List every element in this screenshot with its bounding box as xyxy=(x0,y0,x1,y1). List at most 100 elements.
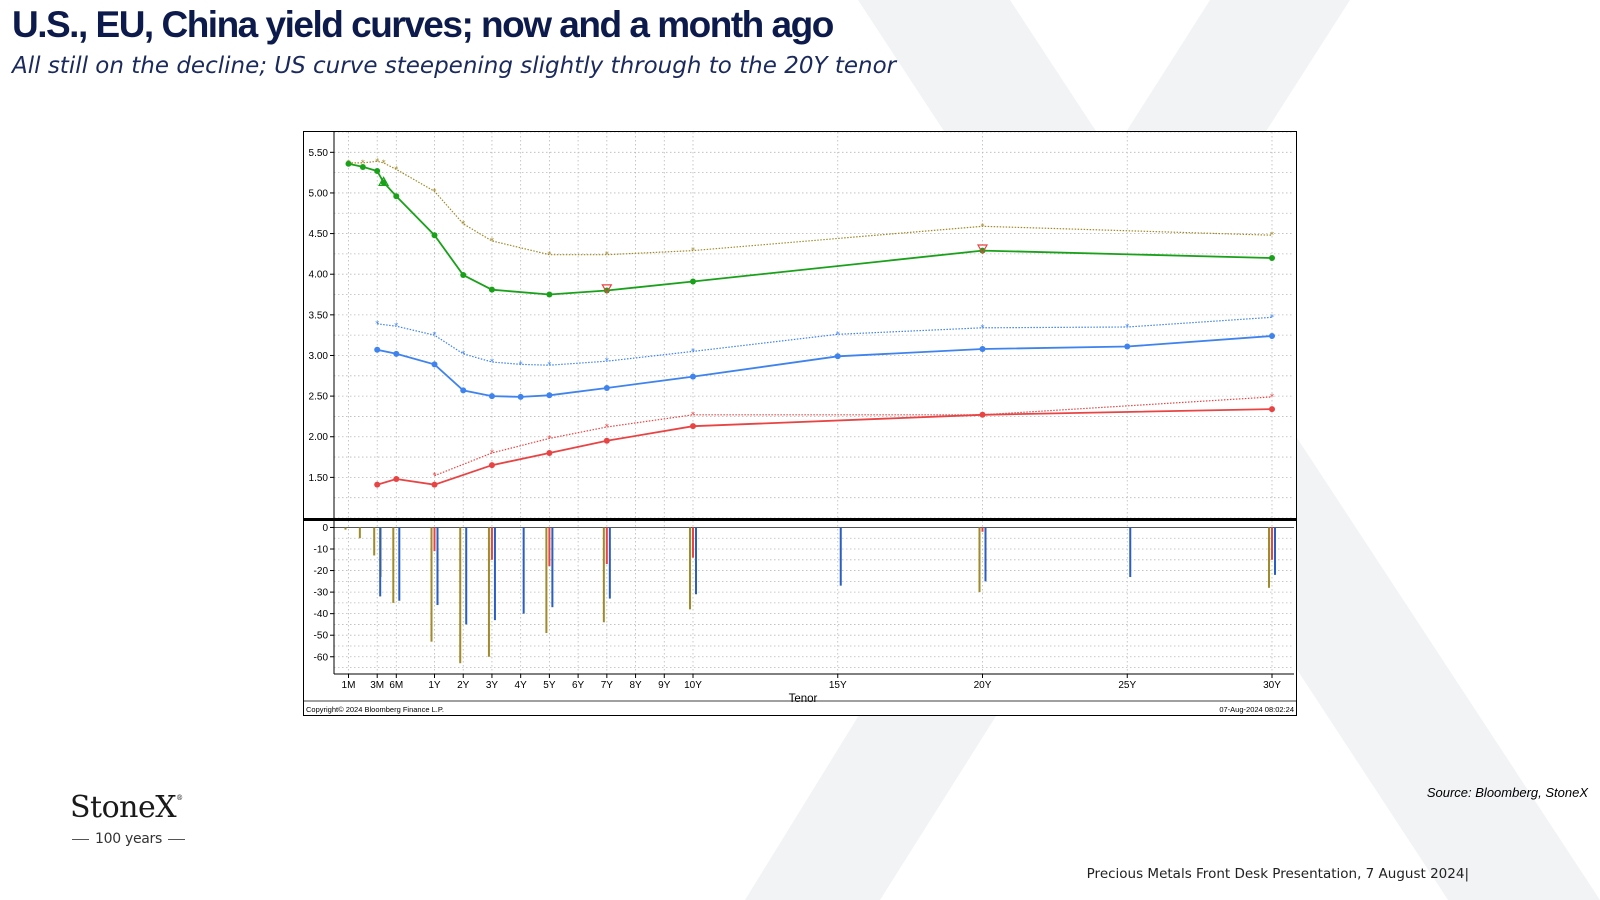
series-1-point xyxy=(546,291,553,298)
bar-series-2 xyxy=(1274,527,1276,575)
tagline-dash-right xyxy=(168,838,185,840)
panel-divider xyxy=(304,518,1296,521)
series-2-point: * xyxy=(375,319,379,328)
series-5-point xyxy=(488,462,495,469)
series-2-point: * xyxy=(1125,323,1129,332)
x-tick-label: 1M xyxy=(342,680,356,691)
series-4-point: * xyxy=(490,448,494,457)
bar-series-1 xyxy=(548,527,551,567)
bar-series-0 xyxy=(373,527,376,556)
stonex-logo: StoneX® 100 years xyxy=(70,793,191,847)
series-0-line xyxy=(348,160,1273,256)
timestamp-note: 07-Aug-2024 08:02:24 xyxy=(1219,705,1294,714)
bar-series-0 xyxy=(602,527,605,623)
bar-series-2 xyxy=(1129,527,1132,578)
bar-series-2 xyxy=(984,527,987,582)
series-0-point: * xyxy=(1270,231,1274,240)
bar-series-0 xyxy=(459,527,462,664)
x-tick-label: 30Y xyxy=(1263,680,1281,691)
bar-series-0 xyxy=(430,527,433,642)
series-0-point: * xyxy=(375,157,379,166)
series-5-point xyxy=(393,475,400,482)
series-5-point xyxy=(690,423,696,430)
series-3-point xyxy=(374,346,381,353)
upper-y-tick-label: 5.50 xyxy=(309,148,329,159)
bar-series-2 xyxy=(695,527,697,595)
series-5-line xyxy=(376,408,1273,486)
series-3-point xyxy=(603,384,610,391)
series-0-point: * xyxy=(361,158,365,167)
x-tick-label: 4Y xyxy=(515,680,528,691)
bar-series-2 xyxy=(839,527,842,586)
bar-series-2 xyxy=(493,527,496,621)
series-1-point xyxy=(393,193,400,200)
bar-series-1 xyxy=(490,527,493,560)
copyright-note: Copyright© 2024 Bloomberg Finance L.P. xyxy=(306,705,444,714)
tagline-dash-left xyxy=(72,838,89,840)
upper-y-tick-label: 3.50 xyxy=(309,310,329,321)
series-3-point xyxy=(834,353,841,360)
lower-y-tick-label: -40 xyxy=(314,609,329,620)
series-3-point xyxy=(979,345,986,352)
series-2-point: * xyxy=(433,331,437,340)
bar-series-1 xyxy=(433,527,436,552)
bar-series-0 xyxy=(978,527,981,593)
marker-triangle-up xyxy=(378,176,390,186)
upper-y-tick-label: 4.50 xyxy=(309,229,329,240)
series-5-point xyxy=(431,481,438,488)
bar-series-2 xyxy=(522,527,525,614)
bar-series-2 xyxy=(608,527,611,599)
series-1-point xyxy=(460,272,467,279)
series-5-point xyxy=(374,481,381,488)
x-tick-label: 15Y xyxy=(829,680,847,691)
series-0-point: * xyxy=(382,158,386,167)
registered-mark: ® xyxy=(176,794,183,802)
logo-wordmark: StoneX® xyxy=(70,790,183,825)
series-1-point xyxy=(359,163,366,170)
bar-series-1 xyxy=(605,527,608,565)
series-1-point xyxy=(374,168,381,175)
yield-curve-chart: 1.50 2.00 2.50 3.00 3.50 4.00 4.50 5.00 5.50 * * * *… xyxy=(303,131,1297,716)
lower-y-tick-label: 0 xyxy=(322,523,328,534)
bar-series-1 xyxy=(692,527,694,558)
x-tick-label: 9Y xyxy=(658,680,671,691)
bar-series-0 xyxy=(689,527,691,610)
bar-series-2 xyxy=(465,527,468,625)
x-tick-label: 3M xyxy=(370,680,384,691)
series-3-point xyxy=(1124,343,1131,350)
x-tick-label: 25Y xyxy=(1118,680,1136,691)
series-2-point: * xyxy=(519,360,523,369)
slide-subtitle: All still on the decline; US curve steep… xyxy=(12,53,897,79)
series-5-point xyxy=(979,411,986,418)
bar-series-1 xyxy=(981,527,984,532)
x-tick-label: 2Y xyxy=(457,680,470,691)
series-4-point: * xyxy=(1270,392,1274,401)
footer-text: Precious Metals Front Desk Presentation,… xyxy=(1086,866,1469,882)
x-tick-label: 20Y xyxy=(974,680,992,691)
upper-y-tick-label: 3.00 xyxy=(309,351,329,362)
bar-series-0 xyxy=(545,527,548,634)
x-tick-label: 1Y xyxy=(428,680,441,691)
bar-series-0 xyxy=(344,527,347,530)
series-1-point xyxy=(1269,254,1275,261)
bar-series-2 xyxy=(379,527,382,597)
series-0-point: * xyxy=(490,236,494,245)
series-2-point: * xyxy=(1270,313,1274,322)
slide-title: U.S., EU, China yield curves; now and a … xyxy=(12,4,834,45)
series-3-point xyxy=(517,393,524,400)
series-3-point xyxy=(393,350,400,357)
series-0-point: * xyxy=(691,246,695,255)
marker-triangle-down xyxy=(976,244,989,255)
series-5-point xyxy=(603,437,610,444)
series-2-line xyxy=(377,316,1273,366)
bar-series-0 xyxy=(487,527,490,657)
bar-series-0 xyxy=(1268,527,1270,588)
lower-y-tick-label: -50 xyxy=(314,631,329,642)
lower-y-tick-label: -20 xyxy=(314,566,329,577)
series-3-point xyxy=(431,361,438,368)
series-0-point: * xyxy=(461,219,465,228)
marker-triangle-down xyxy=(601,284,613,295)
series-2-point: * xyxy=(691,347,695,356)
upper-y-tick-label: 2.00 xyxy=(309,432,329,443)
x-tick-label: 10Y xyxy=(684,680,702,691)
